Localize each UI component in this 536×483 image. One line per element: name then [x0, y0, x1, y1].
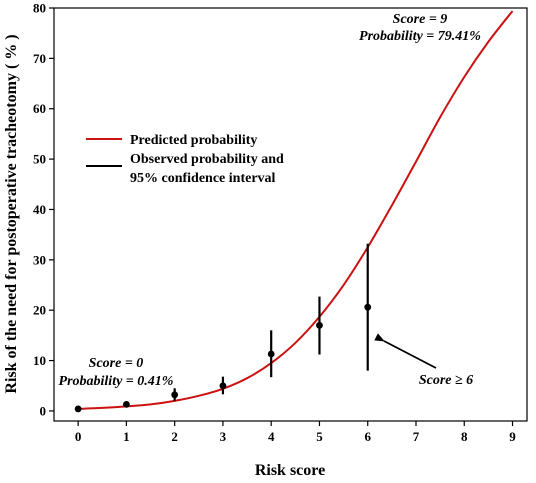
- y-tick-label: 60: [33, 101, 46, 116]
- observed-point: [122, 400, 130, 408]
- y-tick-label: 0: [40, 403, 47, 418]
- annotation-score9-line2: Probability = 79.41%: [359, 29, 481, 44]
- x-tick-label: 2: [171, 429, 178, 444]
- plot-area-frame: [53, 7, 528, 422]
- x-axis-ticks: 0 1 2 3 4 5 6 7 8 9: [75, 421, 516, 444]
- legend: Predicted probability Observed probabili…: [86, 133, 284, 186]
- observed-point: [219, 382, 227, 390]
- annotation-score6-arrow: [374, 333, 437, 369]
- y-tick-label: 10: [33, 353, 46, 368]
- x-tick-label: 0: [75, 429, 82, 444]
- annotation-score0-line1: Score = 0: [89, 356, 144, 371]
- x-tick-label: 5: [316, 429, 323, 444]
- observed-point: [74, 405, 82, 413]
- annotation-score0-line2: Probability = 0.41%: [59, 374, 174, 389]
- x-axis-title: Risk score: [255, 462, 325, 479]
- y-tick-label: 40: [33, 202, 46, 217]
- legend-observed-label-line1: Observed probability and: [130, 152, 284, 167]
- annotation-score9-line1: Score = 9: [393, 12, 448, 27]
- observed-point: [364, 303, 372, 311]
- y-axis-ticks: 0 10 20 30 40 50 60 70 80: [33, 1, 54, 418]
- y-tick-label: 30: [33, 252, 46, 267]
- x-tick-label: 9: [509, 429, 516, 444]
- observed-point: [267, 350, 275, 358]
- x-tick-label: 3: [220, 429, 227, 444]
- series-layer: [74, 10, 514, 413]
- observed-point: [171, 391, 179, 399]
- x-tick-label: 1: [123, 429, 130, 444]
- legend-observed-label-line2: 95% confidence interval: [130, 171, 276, 186]
- y-tick-label: 70: [33, 51, 46, 66]
- x-tick-label: 7: [413, 429, 420, 444]
- x-tick-label: 8: [461, 429, 468, 444]
- y-axis-title: Risk of the need for postoperative trach…: [3, 34, 20, 393]
- y-tick-label: 50: [33, 152, 46, 167]
- predicted-probability-line: [78, 10, 514, 410]
- x-tick-label: 6: [364, 429, 371, 444]
- x-tick-label: 4: [268, 429, 275, 444]
- legend-predicted-label: Predicted probability: [130, 133, 257, 148]
- annotation-score6-label: Score ≥ 6: [419, 373, 473, 388]
- y-tick-label: 80: [33, 1, 46, 16]
- observed-point: [316, 321, 323, 329]
- y-tick-label: 20: [33, 303, 46, 318]
